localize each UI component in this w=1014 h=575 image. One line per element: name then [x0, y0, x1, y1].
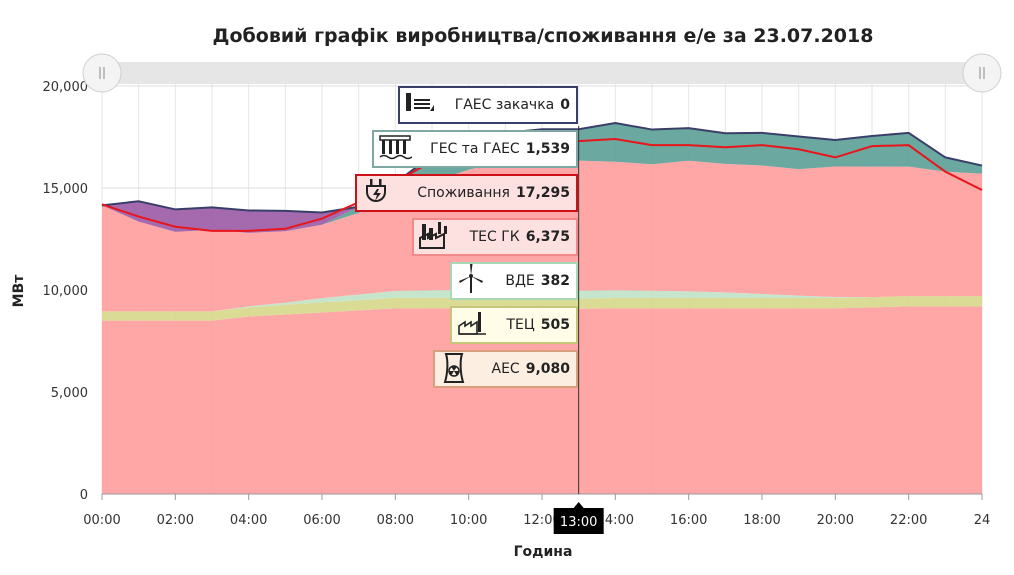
chp-plant-icon [456, 310, 490, 340]
chart-title: Добовий графік виробництва/споживання е/… [213, 25, 874, 47]
y-tick-label: 0 [80, 488, 88, 503]
tooltip-nuclear: АЕС 9,080 [433, 350, 578, 388]
x-tick-label: 16:00 [670, 513, 707, 528]
wind-turbine-icon [456, 263, 486, 299]
x-tick-label: 24 [974, 513, 991, 528]
tooltip-plug: Споживання 17,295 [355, 174, 578, 212]
y-tick-label: 5,000 [51, 386, 88, 401]
tooltip-value: 9,080 [525, 361, 570, 377]
area-series-5 [102, 123, 982, 233]
y-tick-label: 10,000 [43, 284, 89, 299]
tooltip-value: 505 [540, 317, 570, 333]
x-tick-label: 20:00 [817, 513, 854, 528]
y-tick-label: 15,000 [43, 182, 89, 197]
navigator-track [102, 62, 982, 84]
y-tick-label: 20,000 [43, 80, 89, 95]
tooltip-value: 17,295 [515, 185, 570, 201]
tooltip-value: 382 [540, 273, 570, 289]
total-generation-line [101, 122, 983, 214]
thermal-plant-icon [418, 220, 452, 254]
tooltip-wind-turbine: ВДЕ 382 [450, 262, 578, 300]
x-tick-label: 06:00 [303, 513, 340, 528]
x-tick-label: 14:00 [597, 513, 634, 528]
tooltip-label: ВДЕ [505, 273, 535, 289]
tooltip-label: ГЕС та ГАЕС [430, 141, 520, 157]
plug-icon [361, 176, 391, 210]
tooltip-label: ТЕС ГК [469, 229, 520, 245]
nuclear-icon [439, 350, 469, 388]
y-axis-title: МВт [11, 274, 27, 308]
area-series-0 [102, 306, 982, 494]
range-navigator[interactable] [82, 53, 1002, 93]
handle-knob [962, 53, 1002, 93]
x-tick-label: 18:00 [743, 513, 780, 528]
tooltip-chp-plant: ТЕЦ 505 [450, 306, 578, 344]
tooltip-thermal-plant: ТЕС ГК 6,375 [412, 218, 578, 256]
crosshair-label: 13:00 [560, 515, 597, 530]
x-tick-label: 08:00 [377, 513, 414, 528]
x-tick-label: 10:00 [450, 513, 487, 528]
navigator-handle-left[interactable] [82, 53, 122, 93]
x-tick-label: 22:00 [890, 513, 927, 528]
tooltip-label: ГАЕС закачка [454, 97, 555, 113]
navigator-handle-right[interactable] [962, 53, 1002, 93]
crosshair-label-pointer [573, 502, 584, 508]
x-tick-label: 00:00 [83, 513, 120, 528]
tooltip-label: Споживання [417, 185, 510, 201]
crosshair: 13:00 [553, 126, 604, 534]
tooltip-value: 1,539 [525, 141, 570, 157]
hydro-dam-icon [378, 133, 413, 165]
area-series-2 [102, 290, 982, 312]
tooltip-hydro-dam: ГЕС та ГАЕС 1,539 [372, 130, 578, 168]
handle-knob [82, 53, 122, 93]
tooltip-value: 6,375 [525, 229, 570, 245]
pumped-storage-icon [404, 90, 436, 120]
x-tick-label: 12:00 [523, 513, 560, 528]
x-tick-label: 02:00 [157, 513, 194, 528]
x-axis-title: Година [514, 544, 573, 560]
tooltip-pumped-storage: ГАЕС закачка 0 [398, 86, 578, 124]
tooltip-label: АЕС [491, 361, 520, 377]
tooltip-label: ТЕЦ [506, 317, 535, 333]
axes: 0 5,000 10,000 15,000 20,000 00:00 02:00 04:00 0… [43, 80, 991, 528]
x-tick-label: 04:00 [230, 513, 267, 528]
crosshair-label-bg [553, 508, 604, 534]
tooltip-value: 0 [560, 97, 570, 113]
area-series-4 [102, 123, 982, 233]
